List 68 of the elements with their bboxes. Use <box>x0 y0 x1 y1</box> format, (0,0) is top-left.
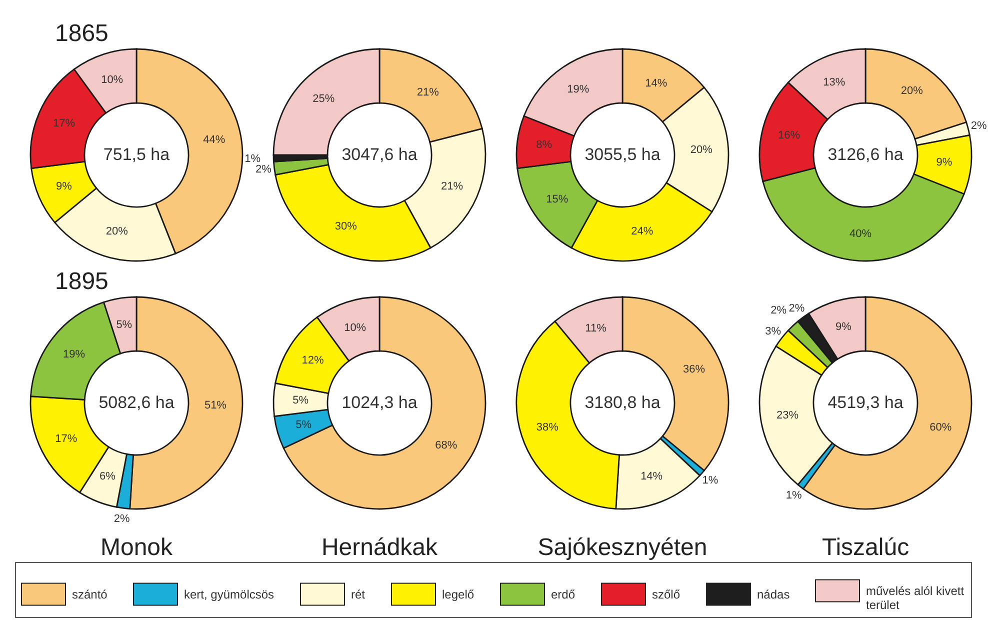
data-label: 17% <box>52 118 76 130</box>
data-label: 2% <box>255 164 272 176</box>
data-label: 13% <box>823 76 846 88</box>
data-label: 2% <box>970 120 987 132</box>
text: Tiszalúc <box>822 534 910 561</box>
data-label: 20% <box>106 226 128 238</box>
data-label: 20% <box>900 85 924 98</box>
legend-label: művelés alól kivett terület <box>866 584 965 612</box>
data-label: 19% <box>567 84 590 96</box>
data-label: 40% <box>850 228 872 240</box>
data-label: 19% <box>63 348 86 361</box>
text: Monok <box>100 534 174 561</box>
text: 3055,5 ha <box>584 145 661 164</box>
data-label: 1% <box>244 152 261 165</box>
data-label: 30% <box>334 220 358 232</box>
data-label: 24% <box>631 226 654 238</box>
data-label: 21% <box>416 86 440 99</box>
legend-label: nádas <box>757 587 790 602</box>
data-label: 9% <box>56 180 72 192</box>
text: 5082,6 ha <box>98 393 175 412</box>
data-label: 3% <box>765 325 782 338</box>
text: 3047,6 ha <box>342 145 418 164</box>
data-label: 14% <box>640 470 663 482</box>
data-label: 25% <box>312 93 335 106</box>
text: 1024,3 ha <box>342 393 418 412</box>
text: Hernádkak <box>321 534 439 561</box>
data-label: 14% <box>645 78 668 90</box>
text: 751,5 ha <box>103 145 170 164</box>
data-label: 36% <box>682 363 706 376</box>
text: 3180,8 ha <box>584 393 661 412</box>
data-label: 1% <box>786 489 802 502</box>
data-label: 21% <box>440 180 464 192</box>
data-label: 17% <box>55 432 78 445</box>
text: Sajókesznyéten <box>538 534 708 561</box>
data-label: 2% <box>788 302 805 314</box>
data-label: 5% <box>292 394 309 407</box>
data-label: 9% <box>936 156 952 168</box>
data-label: 23% <box>776 409 799 422</box>
data-label: 60% <box>930 421 952 434</box>
data-label: 15% <box>546 193 568 206</box>
data-label: 2% <box>114 513 130 526</box>
legend-label: legelő <box>442 587 474 602</box>
legend-label: kert, gyümölcsös <box>184 587 274 602</box>
chart-title: 1865 <box>55 20 108 48</box>
data-label: 6% <box>99 470 116 482</box>
data-label: 11% <box>585 322 607 335</box>
data-label: 51% <box>204 399 227 412</box>
data-label: 10% <box>101 74 124 86</box>
data-label: 44% <box>203 134 226 146</box>
legend-label: szántó <box>72 587 108 602</box>
data-label: 1% <box>702 474 718 486</box>
chart-title: 1895 <box>55 268 108 296</box>
data-label: 10% <box>344 322 366 334</box>
data-label: 5% <box>296 419 312 432</box>
data-label: 38% <box>536 421 559 434</box>
data-label: 68% <box>435 439 458 452</box>
text: 4519,3 ha <box>828 393 904 412</box>
legend-label: erdő <box>551 587 576 602</box>
legend-label: szőlő <box>652 587 680 602</box>
data-label: 20% <box>690 144 713 156</box>
data-label: 16% <box>778 129 800 142</box>
data-label: 5% <box>116 318 132 331</box>
text: 3126,6 ha <box>828 145 904 164</box>
legend-label: rét <box>351 587 366 602</box>
data-label: 8% <box>536 139 552 152</box>
data-label: 12% <box>302 354 324 367</box>
data-label: 9% <box>836 321 852 334</box>
data-label: 2% <box>770 304 787 316</box>
